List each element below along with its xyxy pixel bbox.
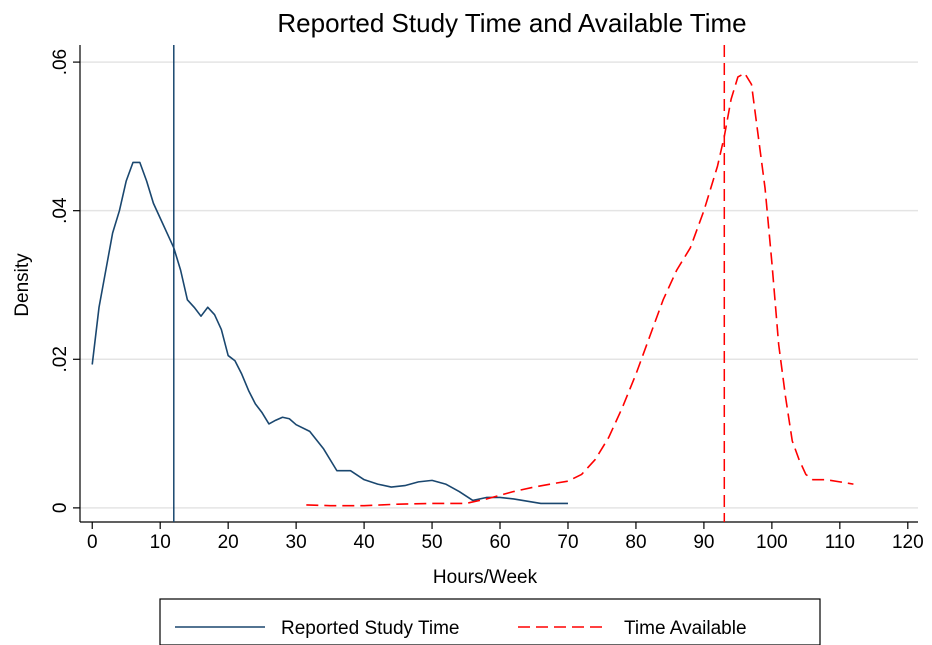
legend-label: Reported Study Time — [281, 618, 459, 639]
x-tick-label: 10 — [150, 532, 171, 553]
line-series — [91, 161, 568, 505]
legend-label: Time Available — [624, 618, 747, 639]
line-series — [306, 72, 854, 507]
x-tick-label: 80 — [625, 532, 646, 553]
x-tick-label: 50 — [421, 532, 442, 553]
x-tick-label: 70 — [557, 532, 578, 553]
x-tick-label: 120 — [892, 532, 924, 553]
x-tick-label: 0 — [87, 532, 98, 553]
y-tick-label: .04 — [50, 197, 71, 224]
x-tick-label: 100 — [756, 532, 788, 553]
y-tick-label: .02 — [50, 346, 71, 372]
x-tick-label: 90 — [693, 532, 714, 553]
x-tick-label: 30 — [286, 532, 307, 553]
x-tick-label: 20 — [218, 532, 239, 553]
chart-title: Reported Study Time and Available Time — [277, 8, 746, 38]
legend: Reported Study Time Time Available — [159, 598, 821, 645]
y-tick-label: 0 — [50, 503, 71, 514]
x-tick-label: 110 — [825, 532, 855, 553]
x-tick-label: 60 — [489, 532, 510, 553]
y-tick-label: .06 — [50, 49, 71, 75]
x-axis-label: Hours/Week — [433, 567, 538, 588]
y-axis-label: Density — [12, 253, 33, 317]
legend-box — [159, 598, 821, 645]
x-tick-label: 40 — [354, 532, 375, 553]
